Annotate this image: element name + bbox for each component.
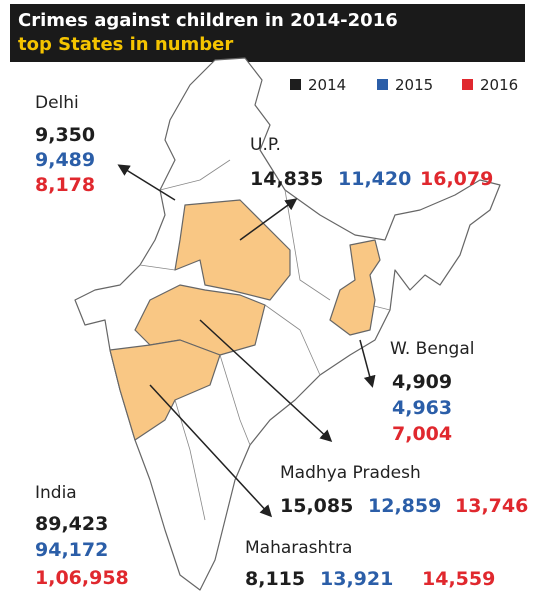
arrow: [359, 339, 376, 388]
title: Crimes against children in 2014-2016: [18, 10, 398, 31]
region-value: 4,909: [392, 371, 452, 393]
region-value: 9,350: [35, 124, 95, 146]
region-value: 9,489: [35, 149, 95, 171]
region-value: 89,423: [35, 513, 108, 535]
legend-swatch: [377, 79, 388, 90]
region-value: 7,004: [392, 423, 452, 445]
state-boundaries: [139, 159, 391, 521]
legend: 2014 2015 2016: [290, 76, 518, 94]
region-value: 13,921: [320, 568, 393, 590]
arrow: [149, 384, 273, 518]
region-name: U.P.: [250, 135, 281, 155]
region-value: 8,115: [245, 568, 305, 590]
arrow: [199, 319, 333, 443]
header-bar: [10, 4, 525, 62]
subtitle: top States in number: [18, 34, 233, 55]
region-value: 4,963: [392, 397, 452, 419]
region-labels: Delhi 9,350 9,489 8,178 U.P. 14,835 11,420 16,0…: [35, 93, 528, 590]
region-value: 11,420: [338, 168, 411, 190]
region-value: 13,746: [455, 495, 528, 517]
legend-label: 2014: [308, 76, 346, 94]
arrows: [117, 164, 376, 518]
region-value: 94,172: [35, 539, 108, 561]
arrow: [239, 198, 298, 241]
legend-swatch: [462, 79, 473, 90]
legend-label: 2016: [480, 76, 518, 94]
region-value: 15,085: [280, 495, 353, 517]
india-outline: [74, 57, 501, 591]
region-value: 1,06,958: [35, 567, 129, 589]
region-name: Madhya Pradesh: [280, 463, 421, 483]
region-value: 14,559: [422, 568, 495, 590]
maharashtra: [109, 339, 221, 441]
region-value: 8,178: [35, 174, 95, 196]
region-name: W. Bengal: [390, 339, 475, 359]
arrow: [117, 164, 176, 201]
region-name: India: [35, 483, 77, 503]
region-value: 12,859: [368, 495, 441, 517]
west-bengal: [329, 239, 381, 336]
region-value: 14,835: [250, 168, 323, 190]
legend-swatch: [290, 79, 301, 90]
legend-label: 2015: [395, 76, 433, 94]
region-name: Delhi: [35, 93, 79, 113]
region-value: 16,079: [420, 168, 493, 190]
region-name: Maharashtra: [245, 538, 352, 558]
